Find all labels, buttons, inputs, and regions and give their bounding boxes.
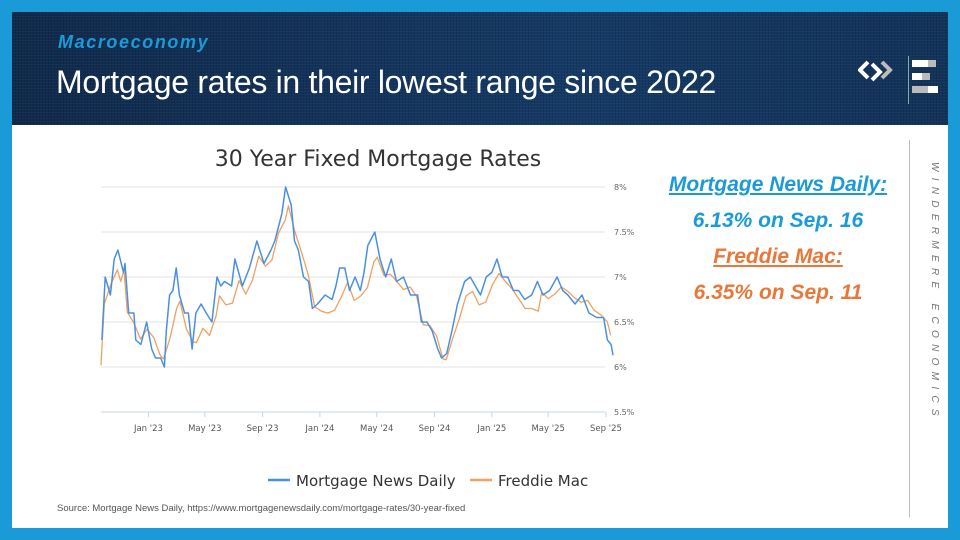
chart-title: 30 Year Fixed Mortgage Rates — [215, 147, 542, 172]
rate-callouts: Mortgage News Daily: 6.13% on Sep. 16 Fr… — [642, 167, 914, 311]
header-banner: Macroeconomy Mortgage rates in their low… — [12, 12, 948, 125]
freddie-label: Freddie Mac: — [713, 245, 843, 268]
series-line-mortgage-news-daily — [101, 186, 614, 368]
x-axis-ticks: Jan '23 May '23 Sep '23 Jan '24 May '24 Sep '… — [133, 412, 622, 434]
source-note: Source: Mortgage News Daily, https://www… — [57, 503, 466, 514]
y-tick-label: 5.5% — [614, 408, 635, 417]
y-axis-ticks: 5.5% 6% 6.5% 7% 7.5% 8% — [614, 183, 635, 417]
windermere-diamond-logo-icon — [858, 60, 893, 82]
x-tick-label: Jan '25 — [476, 424, 506, 434]
slide-title: Mortgage rates in their lowest range sin… — [56, 64, 717, 100]
gridlines — [101, 186, 605, 413]
series-line-freddie-mac — [100, 205, 612, 366]
y-tick-label: 7.5% — [614, 228, 635, 237]
brand-vertical-text: WINDERMERE ECONOMICS — [929, 162, 940, 422]
legend-label[interactable]: Mortgage News Daily — [296, 472, 456, 490]
x-tick-label: Sep '24 — [419, 424, 451, 434]
vertical-divider — [909, 140, 910, 517]
legend-label[interactable]: Freddie Mac — [498, 472, 588, 490]
legend: Mortgage News Daily Freddie Mac — [268, 472, 588, 490]
x-tick-label: Jan '23 — [133, 424, 163, 434]
section-label: Macroeconomy — [58, 32, 210, 52]
y-tick-label: 8% — [614, 183, 627, 192]
series-lines — [100, 186, 614, 368]
windermere-e-logo-icon — [908, 56, 938, 104]
y-tick-label: 6.5% — [614, 318, 635, 327]
freddie-value: 6.35% on Sep. 11 — [693, 281, 863, 304]
x-tick-label: May '25 — [531, 424, 564, 434]
x-tick-label: Sep '23 — [247, 424, 279, 434]
x-tick-label: May '23 — [188, 424, 221, 434]
mnd-label: Mortgage News Daily: — [668, 173, 888, 196]
x-tick-label: Sep '25 — [590, 424, 622, 434]
y-tick-label: 6% — [614, 363, 627, 372]
x-tick-label: Jan '24 — [304, 424, 334, 434]
mnd-value: 6.13% on Sep. 16 — [692, 209, 864, 232]
x-tick-label: May '24 — [360, 424, 393, 434]
y-tick-label: 7% — [614, 273, 627, 282]
slide: Macroeconomy Mortgage rates in their low… — [12, 12, 948, 528]
